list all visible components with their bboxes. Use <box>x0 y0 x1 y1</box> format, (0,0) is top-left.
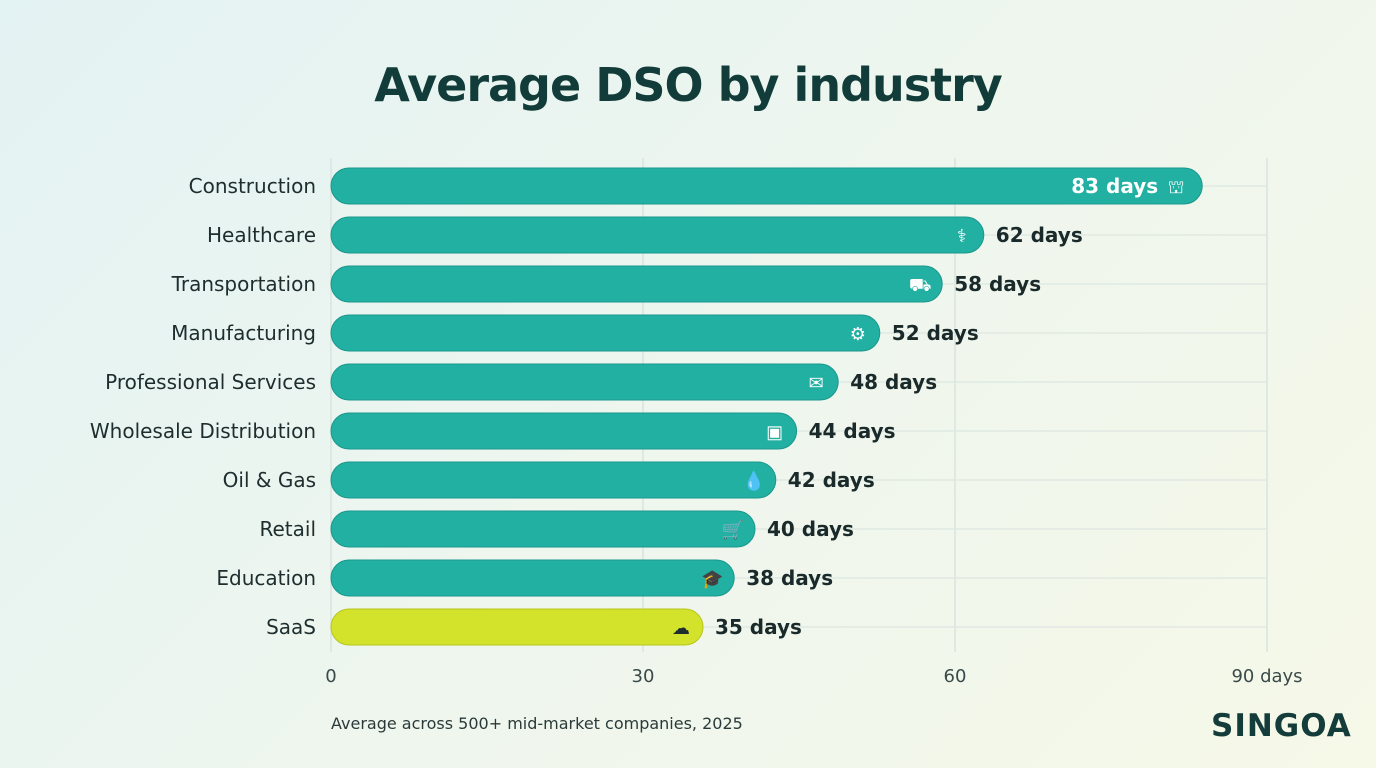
bar-retail <box>330 510 756 548</box>
gear-icon: ⚙ <box>850 324 866 344</box>
category-label: Construction <box>189 174 316 198</box>
bar-transportation <box>330 265 943 303</box>
bar-construction <box>330 167 1203 205</box>
data-label: 40 days <box>767 517 854 541</box>
droplet-icon: 💧 <box>743 470 765 491</box>
bar-healthcare <box>330 216 985 254</box>
bar-saas <box>330 608 704 646</box>
x-tick-label: 90 days <box>1231 666 1302 687</box>
bar-manufacturing <box>330 314 881 352</box>
package-icon: ▣ <box>766 422 783 442</box>
bar-professional-services <box>330 363 839 401</box>
hand-invoice-icon: ✉ <box>809 373 824 393</box>
data-label: 83 days <box>1071 174 1158 198</box>
crane-icon: ⛫ <box>1168 177 1185 197</box>
data-label: 38 days <box>746 566 833 590</box>
category-label: Healthcare <box>207 223 316 247</box>
cloud-upload-icon: ☁ <box>672 618 690 638</box>
data-label: 35 days <box>715 615 802 639</box>
category-label: Education <box>216 566 316 590</box>
data-label: 62 days <box>996 223 1083 247</box>
caduceus-icon: ⚕ <box>957 226 967 246</box>
x-tick-label: 60 <box>944 666 967 687</box>
category-label: Transportation <box>171 272 316 296</box>
category-label: Retail <box>259 517 316 541</box>
x-tick-label: 30 <box>632 666 655 687</box>
footnote: Average across 500+ mid-market companies… <box>331 714 743 733</box>
category-label: Manufacturing <box>171 321 316 345</box>
data-label: 48 days <box>850 370 937 394</box>
data-label: 58 days <box>954 272 1041 296</box>
data-label: 44 days <box>809 419 896 443</box>
truck-icon: ⛟ <box>909 275 932 295</box>
data-label: 52 days <box>892 321 979 345</box>
bar-education <box>330 559 735 597</box>
chart-title: Average DSO by industry <box>374 58 1003 112</box>
x-tick-label: 0 <box>325 666 336 687</box>
cart-icon: 🛒 <box>722 519 744 540</box>
category-label: Wholesale Distribution <box>90 419 316 443</box>
data-label: 42 days <box>788 468 875 492</box>
graduation-cap-icon: 🎓 <box>701 569 723 589</box>
bar-wholesale-distribution <box>330 412 798 450</box>
category-label: Professional Services <box>105 370 316 394</box>
category-label: SaaS <box>266 615 316 639</box>
category-label: Oil & Gas <box>223 468 316 492</box>
bar-oil-gas <box>330 461 777 499</box>
singoa-logo: SINGOA <box>1211 708 1352 744</box>
